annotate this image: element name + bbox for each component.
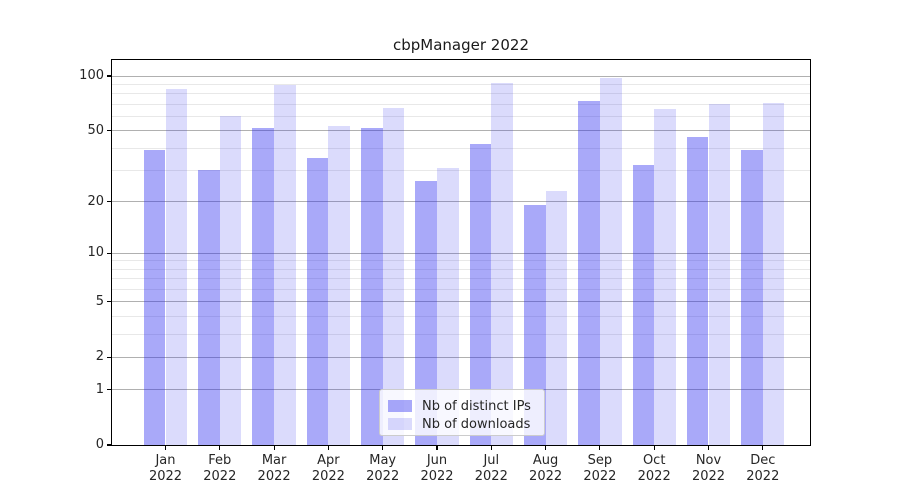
gridline-major <box>112 201 810 203</box>
gridline-minor <box>112 83 810 85</box>
x-tick-label-may: May 2022 <box>366 453 400 484</box>
legend-swatch-distinct-ips <box>388 400 412 412</box>
bar-distinct-ips-nov <box>686 137 709 445</box>
bar-downloads-dec <box>762 103 785 445</box>
legend-label-downloads: Nb of downloads <box>422 416 531 432</box>
legend-swatch-downloads <box>388 418 412 430</box>
bar-downloads-feb <box>219 116 242 445</box>
gridline-major <box>112 75 810 77</box>
bar-downloads-mar <box>274 85 296 445</box>
gridline-minor <box>112 115 810 117</box>
x-tick-label-jan: Jan 2022 <box>148 453 183 484</box>
gridline-minor <box>112 93 810 95</box>
bar-distinct-ips-apr <box>306 158 329 445</box>
bar-distinct-ips-jan <box>143 150 166 445</box>
bar-downloads-jun <box>437 167 459 445</box>
bar-distinct-ips-aug <box>523 205 546 445</box>
y-tick-label: 20 <box>87 193 104 209</box>
y-tick-mark <box>107 130 111 132</box>
plot-area: Nb of distinct IPs Nb of downloads <box>111 59 811 446</box>
x-tick-mark <box>382 445 384 450</box>
bar-downloads-may <box>382 107 405 445</box>
bar-distinct-ips-may <box>361 127 383 445</box>
bar-downloads-sep <box>599 78 622 445</box>
x-tick-mark <box>707 445 710 450</box>
gridline-minor <box>112 333 810 335</box>
y-tick-mark <box>107 301 111 303</box>
x-tick-mark <box>490 445 492 450</box>
gridline-major <box>112 356 810 358</box>
bar-distinct-ips-oct <box>632 165 655 445</box>
x-tick-label-jul: Jul 2022 <box>474 453 508 484</box>
gridline-minor <box>112 103 810 105</box>
y-tick-label: 1 <box>95 381 104 397</box>
gridline-minor <box>112 147 810 149</box>
bar-distinct-ips-dec <box>741 150 763 445</box>
y-tick-mark <box>107 75 111 77</box>
bar-downloads-aug <box>545 190 568 445</box>
x-tick-label-apr: Apr 2022 <box>311 453 345 484</box>
bar-downloads-nov <box>708 104 731 445</box>
y-tick-label: 5 <box>95 293 104 309</box>
legend: Nb of distinct IPs Nb of downloads <box>379 389 545 436</box>
x-tick-mark <box>653 445 655 450</box>
x-tick-mark <box>273 445 275 450</box>
x-tick-mark <box>164 445 167 450</box>
x-tick-label-sep: Sep 2022 <box>583 453 617 484</box>
gridline-minor <box>112 268 810 270</box>
x-tick-mark <box>545 445 547 450</box>
x-tick-mark <box>219 445 221 450</box>
gridline-major <box>112 130 810 132</box>
bar-distinct-ips-feb <box>198 170 220 445</box>
x-tick-label-feb: Feb 2022 <box>203 453 237 484</box>
x-tick-mark <box>762 445 764 450</box>
legend-label-distinct-ips: Nb of distinct IPs <box>422 398 531 414</box>
gridline-minor <box>112 169 810 171</box>
y-tick-mark <box>107 444 111 446</box>
gridline-minor <box>112 288 810 290</box>
y-tick-mark <box>107 252 111 254</box>
legend-row-downloads: Nb of downloads <box>388 415 536 433</box>
y-tick-mark <box>107 200 111 203</box>
y-tick-label: 50 <box>87 122 104 138</box>
y-tick-mark <box>107 356 111 358</box>
bar-downloads-oct <box>654 108 676 445</box>
x-tick-label-dec: Dec 2022 <box>746 453 780 484</box>
legend-row-distinct-ips: Nb of distinct IPs <box>388 397 536 415</box>
bar-downloads-jul <box>491 83 513 445</box>
y-tick-label: 10 <box>87 245 104 261</box>
x-tick-label-aug: Aug 2022 <box>529 453 563 484</box>
x-tick-mark <box>436 445 438 450</box>
x-tick-label-nov: Nov 2022 <box>691 453 726 484</box>
gridline-major <box>112 301 810 303</box>
x-tick-label-mar: Mar 2022 <box>257 453 291 484</box>
x-tick-label-oct: Oct 2022 <box>637 453 671 484</box>
y-tick-label: 100 <box>79 68 104 83</box>
y-tick-mark <box>107 388 111 391</box>
x-tick-mark <box>327 445 329 450</box>
x-tick-label-jun: Jun 2022 <box>420 453 454 484</box>
x-tick-mark <box>599 445 601 450</box>
gridline-minor <box>112 260 810 262</box>
gridline-major <box>112 252 810 254</box>
bar-distinct-ips-jul <box>469 144 492 445</box>
y-tick-label: 2 <box>95 349 104 365</box>
chart-title: cbpManager 2022 <box>393 36 529 54</box>
bar-distinct-ips-mar <box>252 127 275 445</box>
bar-distinct-ips-sep <box>578 100 600 445</box>
bar-downloads-jan <box>165 88 188 445</box>
bar-downloads-apr <box>328 126 351 445</box>
gridline-minor <box>112 315 810 317</box>
gridline-minor <box>112 278 810 280</box>
y-tick-label: 0 <box>95 436 104 452</box>
bar-distinct-ips-jun <box>415 181 437 445</box>
